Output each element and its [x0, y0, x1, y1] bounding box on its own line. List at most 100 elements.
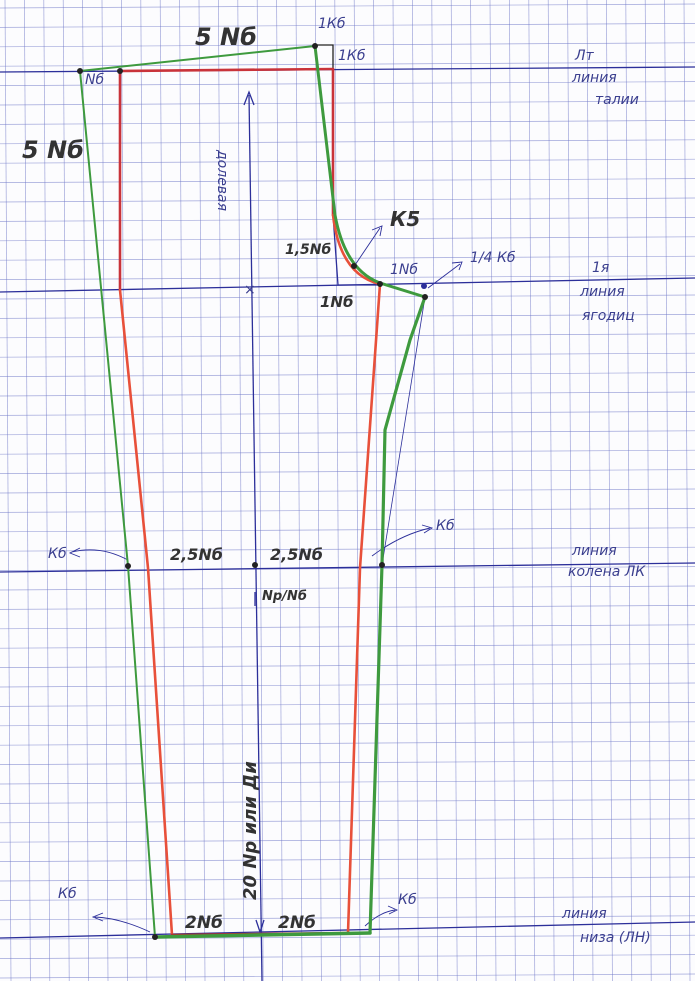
- grid-line-v: [606, 0, 613, 981]
- label-hem-right-kb: Кб: [398, 892, 417, 908]
- base-pattern: [118, 67, 382, 937]
- grid-line-v: [334, 0, 342, 981]
- grid-line-v: [24, 0, 31, 981]
- grid-line-v: [625, 0, 633, 981]
- grid-line-v: [256, 0, 264, 981]
- grid-line-h: [0, 178, 695, 183]
- grid-line-h: [0, 527, 695, 533]
- grid-line-h: [0, 42, 695, 48]
- grid-line-h: [0, 546, 695, 552]
- hem-label-2: низа (ЛН): [580, 930, 651, 946]
- label-1kb-a: 1Кб: [318, 16, 346, 32]
- grid-line-h: [0, 217, 695, 222]
- grid-line-v: [644, 0, 652, 981]
- grid-line-h: [0, 120, 695, 125]
- grid-line-v: [140, 0, 148, 981]
- cross-mark: ×: [244, 282, 256, 298]
- grid-line-h: [0, 333, 695, 339]
- grid-line-v: [295, 0, 303, 981]
- grid-line-h: [0, 236, 695, 242]
- point: [152, 934, 158, 940]
- grid-line-v: [101, 0, 109, 981]
- knee-right-pointer: [371, 524, 434, 557]
- label-k5: К5: [390, 207, 420, 231]
- grid-line-v: [315, 0, 322, 981]
- point: [422, 294, 428, 300]
- point: [125, 563, 131, 569]
- label-grain: долевая: [214, 149, 230, 211]
- hip-line-label: 1я линия ягодиц: [579, 260, 635, 324]
- point: [117, 68, 123, 74]
- grid-line-v: [664, 0, 671, 981]
- label-knee-right-25: 2,5Nб: [270, 545, 323, 564]
- label-np-nb: Nр/Nб: [262, 589, 307, 604]
- grid-line-v: [276, 0, 283, 981]
- grid-line-h: [0, 255, 695, 261]
- waist-line-label: Лт линия талии: [571, 48, 639, 108]
- grid-line-h: [0, 799, 695, 804]
- grain-line: [248, 94, 263, 981]
- base-right-leg: [346, 282, 382, 935]
- grid-line-h: [0, 352, 695, 358]
- corner-square: [315, 44, 334, 70]
- grid-line-h: [0, 624, 695, 630]
- final-hem: [153, 931, 372, 939]
- hip-label-2: линия: [579, 284, 625, 300]
- label-hem-left-kb: Кб: [58, 886, 77, 902]
- construction-lines: [0, 44, 695, 981]
- grid-line-h: [0, 294, 695, 300]
- base-waist: [118, 67, 335, 73]
- grid-line-v: [586, 0, 594, 981]
- grid-line-h: [0, 585, 695, 591]
- knee-label-1: линия: [571, 543, 617, 559]
- grid-line-h: [0, 23, 695, 28]
- grid-line-h: [0, 100, 695, 106]
- final-right-leg: [368, 295, 427, 935]
- grid-line-h: [0, 973, 695, 979]
- label-knee-right-kb: Кб: [436, 518, 455, 534]
- label-waist-point: Nб: [85, 72, 104, 88]
- hem-label-1: линия: [561, 906, 607, 922]
- grid-line-h: [0, 857, 695, 862]
- grid-line-h: [0, 605, 695, 610]
- grid-line-v: [179, 0, 186, 981]
- label-leg-length: 20 Nр или Ди: [240, 761, 261, 900]
- point: [77, 68, 83, 74]
- hem-left-pointer: [91, 912, 151, 933]
- grid-line-h: [0, 3, 695, 9]
- grid-line-h: [0, 275, 695, 280]
- point: [421, 283, 427, 289]
- hip-label-1: 1я: [592, 260, 609, 276]
- grid-line-h: [0, 954, 695, 959]
- grid-line-h: [0, 508, 695, 513]
- point: [351, 263, 357, 269]
- label-hem-left-2: 2Nб: [185, 913, 223, 933]
- grid-line-h: [0, 81, 695, 86]
- kb-guide: [332, 214, 380, 286]
- hem-right-pointer: [364, 905, 399, 927]
- grid-line-h: [0, 818, 695, 824]
- final-front: [313, 44, 427, 299]
- knee-label-2: колена ЛК: [568, 564, 646, 580]
- grid-line-h: [0, 411, 695, 416]
- grid-line-h: [0, 391, 695, 397]
- grid-line-h: [0, 61, 695, 67]
- grid-line-v: [528, 0, 536, 981]
- grid-line-v: [218, 0, 225, 981]
- grid-line-h: [0, 876, 695, 882]
- label-quarter-kb: 1/4 Кб: [470, 250, 516, 266]
- quarter-kb-guide: [381, 296, 426, 566]
- grid-line-v: [683, 0, 691, 981]
- waist-label-2: линия: [571, 70, 617, 86]
- label-1kb-b: 1Кб: [338, 48, 366, 64]
- point: [312, 43, 318, 49]
- grid-line-h: [0, 760, 695, 765]
- label-knee-left-25: 2,5Nб: [170, 545, 223, 564]
- label-left-side: 5 Nб: [22, 136, 84, 164]
- grid-line-v: [121, 0, 128, 981]
- quarter-pointer: [427, 261, 463, 289]
- grid-line-h: [0, 372, 695, 377]
